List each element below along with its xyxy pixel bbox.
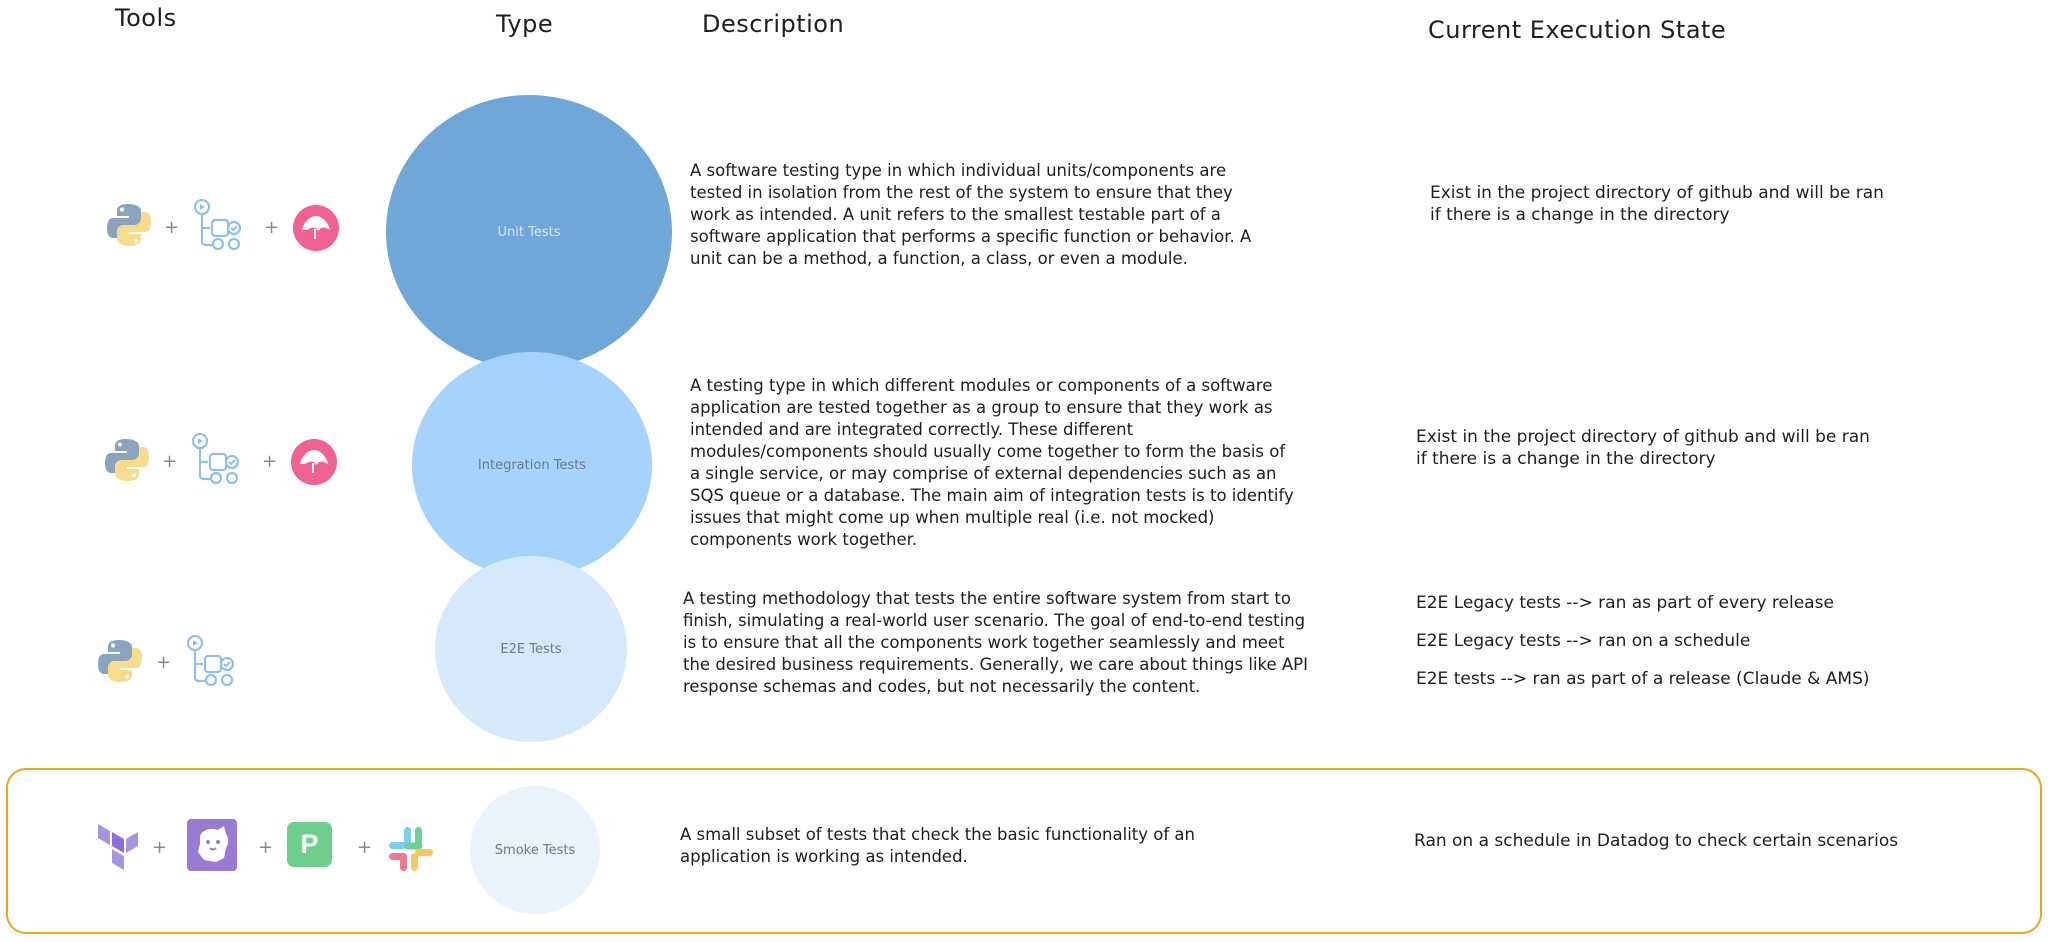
pagerduty-icon: P bbox=[287, 822, 332, 867]
codecov-icon bbox=[291, 439, 337, 485]
datadog-icon bbox=[187, 819, 237, 871]
description-e2e: A testing methodology that tests the ent… bbox=[683, 589, 1309, 696]
type-circle-smoke: Smoke Tests bbox=[470, 786, 600, 914]
state-line: E2E tests --> ran as part of a release (… bbox=[1416, 669, 1870, 689]
state-line: E2E Legacy tests --> ran on a schedule bbox=[1416, 631, 1751, 651]
description-unit: A software testing type in which individ… bbox=[690, 161, 1252, 268]
state-line: Exist in the project directory of github… bbox=[1416, 427, 1870, 469]
python-icon bbox=[105, 439, 149, 481]
github-actions-icon bbox=[186, 634, 235, 687]
python-icon bbox=[98, 640, 142, 682]
header-type: Type bbox=[496, 10, 554, 38]
state-line: E2E Legacy tests --> ran as part of ever… bbox=[1416, 593, 1834, 613]
plus-sign: + bbox=[264, 217, 280, 238]
slack-icon bbox=[389, 827, 433, 871]
plus-sign: + bbox=[152, 837, 168, 858]
plus-sign: + bbox=[162, 451, 178, 472]
github-actions-icon bbox=[193, 198, 242, 251]
smoke-row-highlight bbox=[6, 768, 2042, 934]
plus-sign: + bbox=[357, 837, 373, 858]
type-circle-integration: Integration Tests bbox=[412, 352, 652, 578]
header-state: Current Execution State bbox=[1428, 16, 1727, 44]
type-circle-e2e: E2E Tests bbox=[435, 556, 627, 742]
header-tools: Tools bbox=[115, 4, 177, 32]
terraform-icon bbox=[98, 824, 138, 870]
state-line: Ran on a schedule in Datadog to check ce… bbox=[1414, 831, 1899, 851]
description-smoke: A small subset of tests that check the b… bbox=[680, 825, 1195, 866]
github-actions-icon bbox=[191, 432, 240, 485]
description-integration: A testing type in which different module… bbox=[690, 376, 1294, 549]
codecov-icon bbox=[293, 205, 339, 251]
state-smoke: Ran on a schedule in Datadog to check ce… bbox=[1414, 830, 1974, 868]
python-icon bbox=[107, 204, 151, 246]
state-e2e: E2E Legacy tests --> ran as part of ever… bbox=[1416, 592, 1976, 706]
state-integration: Exist in the project directory of github… bbox=[1416, 426, 1886, 486]
plus-sign: + bbox=[262, 451, 278, 472]
plus-sign: + bbox=[156, 652, 172, 673]
header-description: Description bbox=[702, 10, 845, 38]
state-line: Exist in the project directory of github… bbox=[1430, 183, 1884, 225]
state-unit: Exist in the project directory of github… bbox=[1430, 182, 1900, 242]
plus-sign: + bbox=[258, 837, 274, 858]
type-circle-unit: Unit Tests bbox=[386, 95, 672, 369]
plus-sign: + bbox=[164, 217, 180, 238]
